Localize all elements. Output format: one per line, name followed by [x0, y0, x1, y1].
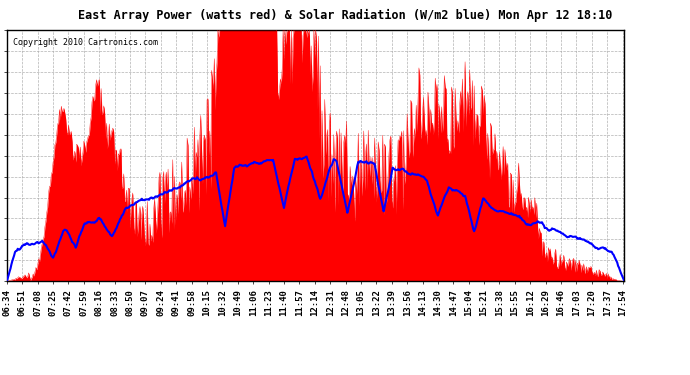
Text: East Array Power (watts red) & Solar Radiation (W/m2 blue) Mon Apr 12 18:10: East Array Power (watts red) & Solar Rad…	[78, 9, 612, 22]
Text: Copyright 2010 Cartronics.com: Copyright 2010 Cartronics.com	[13, 38, 158, 46]
